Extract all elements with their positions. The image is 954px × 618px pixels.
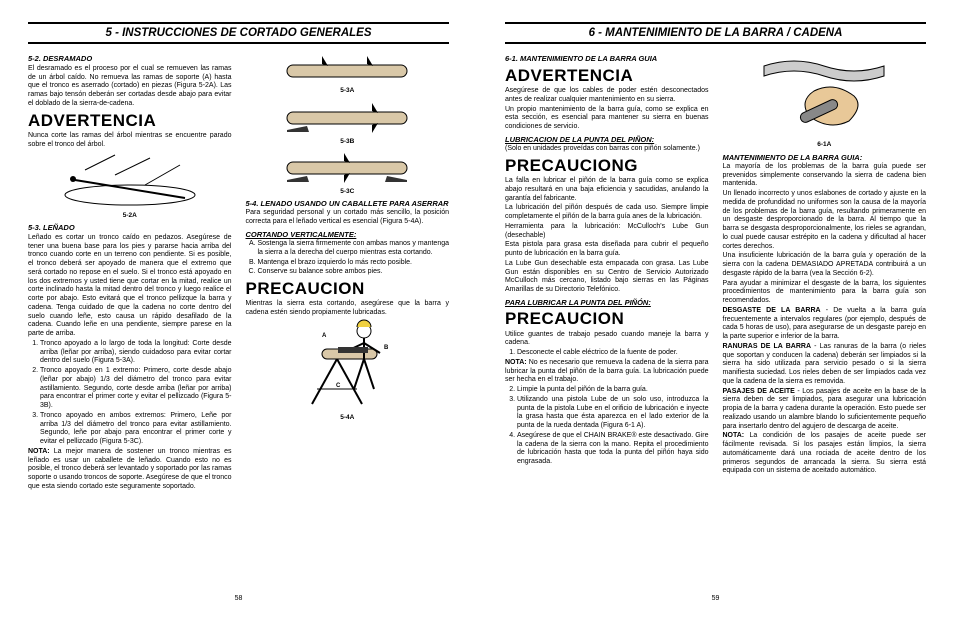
precaucion-2: PRECAUCIONG bbox=[505, 155, 709, 176]
lub-heading: LUBRICACION DE LA PUNTA DEL PIÑON: bbox=[505, 135, 709, 144]
precaucion-2-body3: Herramienta para la lubricación: McCullo… bbox=[505, 223, 709, 241]
advertencia-1: ADVERTENCIA bbox=[28, 110, 232, 131]
list-item: Desconecte el cable eléctrico de la fuen… bbox=[517, 349, 709, 358]
figure-5-4a-icon: A B C bbox=[292, 319, 402, 414]
heading-6-1: 6-1. MANTENIMIENTO DE LA BARRA GUIA bbox=[505, 54, 709, 63]
fig-5-2a-label: 5-2A bbox=[28, 212, 232, 220]
list-item: Tronco apoyado a lo largo de toda la lon… bbox=[40, 340, 232, 366]
precaucion-2-body5: La Lube Gun desechable esta empacada con… bbox=[505, 260, 709, 295]
left-col-1: 5-2. DESRAMADO El desramado es el proces… bbox=[28, 51, 232, 591]
page-right: 6 - MANTENIMIENTO DE LA BARRA / CADENA 6… bbox=[477, 0, 954, 618]
advertencia-2-body2: Un propio mantenimiento de la barra guía… bbox=[505, 106, 709, 132]
list-6-1b: Limpie la punta del piñón de la barra gu… bbox=[505, 386, 709, 467]
svg-text:B: B bbox=[384, 345, 389, 351]
precaucion-3-body: Utilice guantes de trabajo pesado cuando… bbox=[505, 331, 709, 349]
groove-head: RANURAS DE LA BARRA bbox=[723, 343, 812, 350]
sub-5-4: CORTANDO VERTICALMENTE: bbox=[246, 230, 450, 239]
list-item: Tronco apoyado en ambos extremos: Primer… bbox=[40, 412, 232, 447]
figure-5-3b-icon bbox=[272, 98, 422, 138]
note-6-1: NOTA: No es necesario que remueva la cad… bbox=[505, 359, 709, 385]
note-label: NOTA: bbox=[505, 359, 529, 366]
list-item: Mantenga el brazo izquierdo lo más recto… bbox=[258, 259, 450, 268]
advertencia-2-body: Asegúrese de que los cables de poder est… bbox=[505, 87, 709, 105]
list-5-3: Tronco apoyado a lo largo de toda la lon… bbox=[28, 340, 232, 447]
precaucion-3: PRECAUCION bbox=[505, 308, 709, 329]
right-title: 6 - MANTENIMIENTO DE LA BARRA / CADENA bbox=[505, 22, 926, 44]
final-note-body: La condición de los pasajes de aceite pu… bbox=[723, 432, 927, 474]
left-columns: 5-2. DESRAMADO El desramado es el proces… bbox=[28, 51, 449, 591]
list-item: Limpie la punta del piñón de la barra gu… bbox=[517, 386, 709, 395]
advertencia-2: ADVERTENCIA bbox=[505, 65, 709, 86]
page-number-right: 59 bbox=[505, 591, 926, 604]
note-body: No es necesario que remueva la cadena de… bbox=[505, 359, 709, 384]
fig-5-4a-label: 5-4A bbox=[246, 414, 450, 422]
heading-5-3: 5-3. LEÑADO bbox=[28, 223, 232, 232]
figure-5-3c-icon bbox=[272, 148, 422, 188]
maint-p1: La mayoría de los problemas de la barra … bbox=[723, 163, 927, 189]
groove-p: RANURAS DE LA BARRA - Las ranuras de la … bbox=[723, 343, 927, 387]
note-label: NOTA: bbox=[723, 432, 750, 439]
maint-p2: Un llenado incorrecto y unos eslabones d… bbox=[723, 190, 927, 251]
note-label: NOTA: bbox=[28, 448, 54, 455]
svg-text:C: C bbox=[336, 383, 341, 389]
maint-heading: MANTENIMIENTO DE LA BARRA GUIA: bbox=[723, 153, 927, 162]
list-6-1: Desconecte el cable eléctrico de la fuen… bbox=[505, 349, 709, 358]
figure-5-3a-icon bbox=[272, 51, 422, 87]
figure-5-2a-icon bbox=[55, 150, 205, 212]
list-5-4: Sostenga la sierra firmemente con ambas … bbox=[246, 240, 450, 277]
page-spread: 5 - INSTRUCCIONES DE CORTADO GENERALES 5… bbox=[0, 0, 954, 618]
left-col-2: 5-3A 5-3B 5-3C 5-4. LENADO USANDO UN C bbox=[246, 51, 450, 591]
lub-note: (Solo en unidades proveídas con barras c… bbox=[505, 145, 709, 154]
right-col-2: 6-1A MANTENIMIENTO DE LA BARRA GUIA: La … bbox=[723, 51, 927, 591]
note-body: La mejor manera de sostener un tronco mi… bbox=[28, 448, 232, 490]
heading-5-4: 5-4. LENADO USANDO UN CABALLETE PARA ASE… bbox=[246, 199, 450, 208]
list-item: Asegúrese de que el CHAIN BRAKE® este de… bbox=[517, 432, 709, 467]
fig-6-1a-label: 6-1A bbox=[723, 141, 927, 149]
maint-p4: Para ayudar a minimizar el desgaste de l… bbox=[723, 280, 927, 306]
oil-p: PASAJES DE ACEITE - Los pasajes de aceit… bbox=[723, 388, 927, 432]
note-5-3: NOTA: La mejor manera de sostener un tro… bbox=[28, 448, 232, 492]
left-title: 5 - INSTRUCCIONES DE CORTADO GENERALES bbox=[28, 22, 449, 44]
precaucion-1-body: Mientras la sierra esta cortando, asegúr… bbox=[246, 300, 450, 318]
wear-head: DESGASTE DE LA BARRA bbox=[723, 307, 821, 314]
maint-p3: Una insuficiente lubricación de la barra… bbox=[723, 252, 927, 278]
list-item: Conserve su balance sobre ambos pies. bbox=[258, 268, 450, 277]
heading-5-2: 5-2. DESRAMADO bbox=[28, 54, 232, 63]
right-col-1: 6-1. MANTENIMIENTO DE LA BARRA GUIA ADVE… bbox=[505, 51, 709, 591]
lub2-heading: PARA LUBRICAR LA PUNTA DEL PIÑÓN: bbox=[505, 298, 709, 307]
body-5-4: Para seguridad personal y un cortado más… bbox=[246, 209, 450, 227]
body-5-3: Leñado es cortar un tronco caído en peda… bbox=[28, 234, 232, 339]
list-item: Tronco apoyado en 1 extremo: Primero, co… bbox=[40, 367, 232, 411]
precaucion-2-body4: Esta pistola para grasa esta diseñada pa… bbox=[505, 241, 709, 259]
svg-text:A: A bbox=[322, 333, 327, 339]
figure-6-1a-icon bbox=[754, 51, 894, 141]
page-number-left: 58 bbox=[28, 591, 449, 604]
precaucion-1: PRECAUCION bbox=[246, 278, 450, 299]
fig-5-3a-label: 5-3A bbox=[246, 87, 450, 95]
list-item: Utilizando una pistola Lube de un solo u… bbox=[517, 396, 709, 431]
precaucion-2-body2: La lubricación del piñón después de cada… bbox=[505, 204, 709, 222]
list-item: Sostenga la sierra firmemente con ambas … bbox=[258, 240, 450, 258]
wear-p: DESGASTE DE LA BARRA - De vuelta a la ba… bbox=[723, 307, 927, 342]
precaucion-2-body: La falla en lubricar el piñón de la barr… bbox=[505, 177, 709, 203]
page-left: 5 - INSTRUCCIONES DE CORTADO GENERALES 5… bbox=[0, 0, 477, 618]
final-note: NOTA: La condición de los pasajes de ace… bbox=[723, 432, 927, 476]
fig-5-3b-label: 5-3B bbox=[246, 138, 450, 146]
body-5-2: El desramado es el proceso por el cual s… bbox=[28, 65, 232, 109]
right-columns: 6-1. MANTENIMIENTO DE LA BARRA GUIA ADVE… bbox=[505, 51, 926, 591]
oil-head: PASAJES DE ACEITE bbox=[723, 388, 795, 395]
advertencia-1-body: Nunca corte las ramas del árbol mientras… bbox=[28, 132, 232, 150]
fig-5-3c-label: 5-3C bbox=[246, 188, 450, 196]
